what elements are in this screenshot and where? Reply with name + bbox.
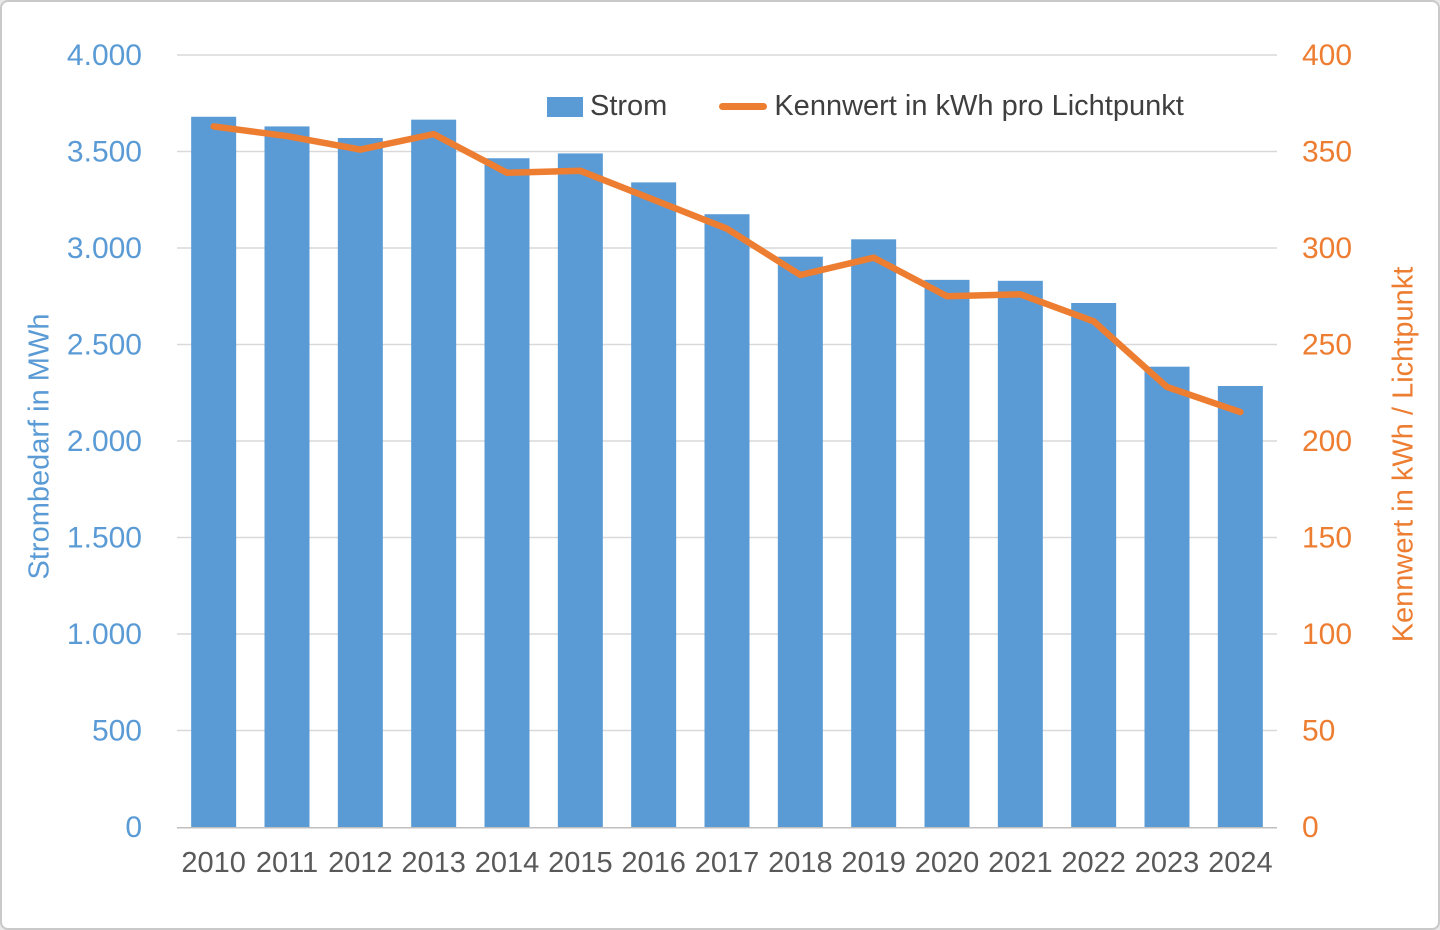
x-axis-tick-label: 2022: [1061, 847, 1126, 879]
left-axis-tick-label: 2.000: [67, 425, 142, 458]
bar-2016: [631, 182, 677, 827]
bar-2018: [777, 256, 823, 827]
right-axis-tick-label: 100: [1302, 618, 1352, 651]
left-axis-tick-label: 1.500: [67, 522, 142, 555]
bar-2023: [1144, 366, 1190, 827]
right-axis-tick-label: 350: [1302, 136, 1352, 169]
right-axis-tick-label: 250: [1302, 329, 1352, 362]
x-axis-tick-label: 2020: [915, 847, 980, 879]
x-axis-tick-label: 2019: [841, 847, 906, 879]
x-axis-tick-label: 2010: [181, 847, 246, 879]
legend-item-strom: Strom: [547, 90, 667, 123]
left-axis-tick-label: 1.000: [67, 618, 142, 651]
x-axis-tick-label: 2017: [695, 847, 760, 879]
x-axis-tick-label: 2013: [401, 847, 466, 879]
bar-2020: [924, 279, 970, 828]
left-axis-tick-label: 0: [125, 811, 142, 844]
right-axis-tick-label: 200: [1302, 425, 1352, 458]
x-axis-tick-label: 2021: [988, 847, 1053, 879]
bar-2022: [1071, 303, 1117, 827]
bar-2012: [337, 137, 383, 828]
x-axis-tick-label: 2023: [1135, 847, 1200, 879]
x-axis-tick-label: 2018: [768, 847, 833, 879]
bar-2017: [704, 214, 750, 828]
kennwert-line: [210, 123, 1244, 416]
left-axis-tick-label: 500: [92, 715, 142, 748]
bar-2021: [997, 280, 1043, 827]
bar-2019: [851, 239, 897, 827]
left-axis-tick-label: 4.000: [67, 39, 142, 72]
left-axis-tick-label: 3.000: [67, 232, 142, 265]
right-axis-tick-label: 150: [1302, 522, 1352, 555]
x-axis-tick-label: 2014: [475, 847, 540, 879]
right-axis-tick-label: 400: [1302, 39, 1352, 72]
bar-series-swatch-icon: [547, 96, 583, 117]
line-series-swatch-icon: [719, 103, 768, 110]
left-axis-tick-label: 3.500: [67, 136, 142, 169]
x-axis-tick-label: 2011: [256, 847, 318, 879]
legend-label-kennwert: Kennwert in kWh pro Lichtpunkt: [774, 90, 1184, 122]
bar-2010: [191, 116, 237, 827]
legend-item-kennwert: Kennwert in kWh pro Lichtpunkt: [719, 90, 1184, 123]
left-axis-title: Strombedarf in MWh: [23, 313, 56, 580]
x-axis-tick-label: 2015: [548, 847, 613, 879]
x-axis-tick-label: 2016: [621, 847, 686, 879]
bar-2014: [484, 158, 530, 827]
bar-2015: [557, 153, 603, 827]
right-axis-tick-label: 50: [1302, 715, 1335, 748]
bar-2011: [264, 126, 310, 827]
bar-2024: [1217, 385, 1263, 827]
x-axis-tick-label: 2012: [328, 847, 393, 879]
x-axis-tick-label: 2024: [1208, 847, 1273, 879]
bar-2013: [411, 119, 457, 827]
right-axis-tick-label: 300: [1302, 232, 1352, 265]
right-axis-tick-label: 0: [1302, 811, 1319, 844]
left-axis-tick-label: 2.500: [67, 329, 142, 362]
right-axis-title: Kennwert in kWh / Lichtpunkt: [1387, 266, 1420, 643]
chart-legend: Strom Kennwert in kWh pro Lichtpunkt: [547, 90, 1184, 123]
legend-label-strom: Strom: [590, 90, 668, 122]
